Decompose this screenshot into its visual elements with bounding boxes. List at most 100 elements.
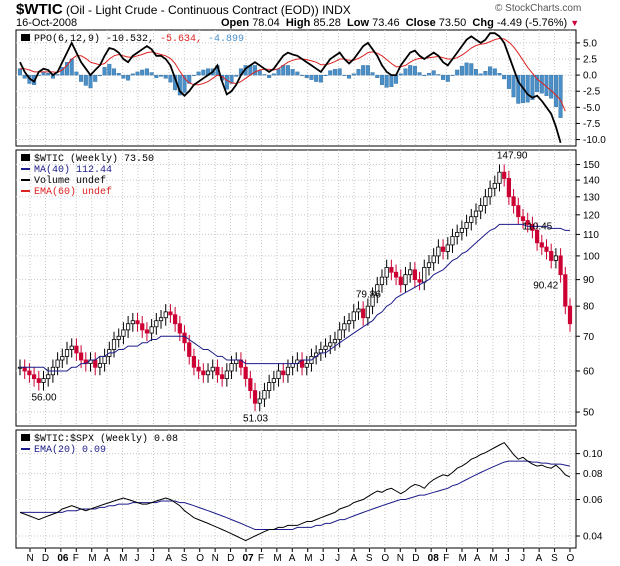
price-candle xyxy=(126,323,131,331)
price-candle xyxy=(539,242,544,248)
ppo-histogram-bar xyxy=(426,72,431,76)
price-candle xyxy=(36,378,41,383)
price-candle xyxy=(285,366,291,376)
y-tick-label: 140 xyxy=(583,176,600,187)
price-candle xyxy=(520,216,526,221)
price-candle xyxy=(41,378,46,383)
ppo-histogram-bar xyxy=(253,65,258,76)
price-candle xyxy=(469,216,474,223)
ppo-histogram-bar xyxy=(553,74,558,107)
ppo-histogram-bar xyxy=(478,73,483,76)
ppo-histogram-bar xyxy=(116,72,121,76)
price-candle xyxy=(210,366,215,372)
y-tick-label: 70 xyxy=(583,332,595,343)
price-candle xyxy=(342,323,347,331)
x-tick-label: A xyxy=(104,553,111,564)
y-tick-label: 0.08 xyxy=(583,469,603,480)
price-candle xyxy=(168,311,173,316)
x-tick-label: J xyxy=(335,553,340,564)
ppo-histogram-bar xyxy=(337,68,342,76)
legend-entry: EMA(20) 0.09 xyxy=(34,444,106,456)
price-candle xyxy=(102,356,107,364)
ppo-histogram-bar xyxy=(22,74,27,79)
x-tick-label: M xyxy=(88,553,96,564)
price-candle xyxy=(177,323,182,334)
ppo-histogram-bar xyxy=(516,74,521,104)
price-candle xyxy=(229,363,234,372)
ppo-histogram-bar xyxy=(262,74,267,76)
legend-swatch xyxy=(21,154,30,161)
ppo-histogram-bar xyxy=(159,74,164,77)
price-candle xyxy=(32,374,37,380)
ppo-histogram-bar xyxy=(229,74,234,84)
price-candle xyxy=(154,320,159,328)
price-candle xyxy=(201,370,206,376)
x-tick-label: J xyxy=(505,553,510,564)
ppo-histogram-bar xyxy=(370,72,375,76)
y-tick-label: 60 xyxy=(583,366,595,377)
ppo-histogram-bar xyxy=(441,74,446,80)
ppo-histogram-bar xyxy=(525,74,530,103)
change-value: -4.49 (-5.76%) xyxy=(496,17,568,29)
high-label: High xyxy=(285,17,311,29)
price-candle xyxy=(79,352,84,361)
ppo-histogram-bar xyxy=(154,74,159,78)
price-candle xyxy=(389,267,394,273)
price-candle xyxy=(135,320,140,325)
x-tick-label: D xyxy=(412,553,419,564)
price-candle xyxy=(455,231,460,237)
x-tick-label: J xyxy=(135,553,140,564)
price-candle xyxy=(332,339,338,344)
x-tick-label: M xyxy=(273,553,281,564)
close-label: Close xyxy=(405,17,436,29)
ratio-ema-line xyxy=(20,460,571,530)
price-candle xyxy=(196,366,201,372)
x-tick-label: F xyxy=(443,553,449,564)
price-candle xyxy=(271,378,276,383)
ppo-histogram-bar xyxy=(257,70,262,76)
price-candle xyxy=(393,271,399,278)
ppo-histogram-bar xyxy=(135,71,140,76)
price-candle xyxy=(60,356,65,361)
x-tick-label: F xyxy=(73,553,79,564)
price-candle xyxy=(173,314,178,325)
ppo-histogram-bar xyxy=(431,70,436,76)
ppo-histogram-bar xyxy=(351,73,356,76)
price-candle xyxy=(69,345,74,350)
y-tick-label: -7.5 xyxy=(583,119,601,130)
panel-frame-ratio xyxy=(15,429,577,549)
ppo-histogram-bar xyxy=(384,74,389,88)
ppo-histogram-bar xyxy=(74,71,79,76)
price-annotation: 90.42 xyxy=(533,281,558,292)
ppo-histogram-bar xyxy=(412,65,417,76)
x-tick-label: M xyxy=(119,553,127,564)
price-candle xyxy=(328,342,333,347)
price-annotation: 79.86 xyxy=(356,290,381,301)
price-candle xyxy=(182,332,187,344)
legend-entry: EMA(60) undef xyxy=(34,186,112,198)
ppo-legend-part: PPO(6,12,9) -10.532, xyxy=(34,33,154,45)
ppo-histogram-bar xyxy=(375,74,380,78)
price-candle xyxy=(248,378,253,391)
x-tick-label: J xyxy=(520,553,525,564)
price-candle xyxy=(459,227,464,233)
price-candle xyxy=(478,205,483,212)
ppo-histogram-bar xyxy=(492,68,497,76)
ppo-histogram-bar xyxy=(55,74,60,76)
price-candle xyxy=(534,229,540,244)
ppo-histogram-bar xyxy=(347,74,352,79)
price-candle xyxy=(563,274,568,307)
x-tick-label: J xyxy=(320,553,325,564)
price-candle xyxy=(121,329,126,337)
price-candle xyxy=(549,251,554,261)
price-candle xyxy=(351,311,356,322)
price-candle xyxy=(243,366,248,380)
y-tick-label: -5.0 xyxy=(583,103,601,114)
price-candle xyxy=(464,222,469,229)
price-candle xyxy=(93,359,98,368)
y-tick-label: 5.0 xyxy=(583,38,597,49)
ppo-histogram-bar xyxy=(389,74,394,87)
y-tick-label: -10.0 xyxy=(583,135,606,146)
ppo-histogram-bar xyxy=(300,74,305,76)
price-candle xyxy=(440,246,446,252)
